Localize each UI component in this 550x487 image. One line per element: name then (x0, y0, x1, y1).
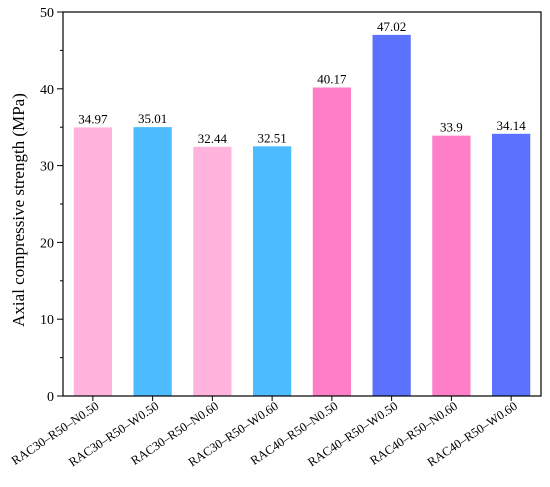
data-label-7: 33.9 (440, 120, 463, 135)
data-label-8: 34.14 (497, 118, 527, 133)
bars-layer (73, 34, 531, 397)
bar-8 (492, 133, 531, 396)
data-label-5: 40.17 (317, 71, 347, 86)
bar-4 (253, 146, 292, 396)
y-tick-label-20: 20 (40, 236, 54, 251)
data-label-1: 34.97 (78, 111, 108, 126)
bar-2 (133, 127, 172, 396)
data-label-4: 32.51 (258, 130, 287, 145)
data-labels-layer: 34.97 35.01 32.44 32.51 40.17 47.02 33.9 34.14 (78, 19, 526, 146)
bar-3 (193, 146, 232, 396)
y-axis-title: Axial compressive strength (MPa) (9, 93, 28, 327)
y-tick-label-30: 30 (40, 160, 54, 175)
bar-1 (73, 127, 112, 397)
y-tick-label-50: 50 (40, 6, 54, 21)
bar-5 (312, 87, 351, 397)
bar-7 (432, 135, 471, 396)
y-tick-label-10: 10 (40, 313, 54, 328)
bar-6 (372, 34, 411, 396)
data-label-6: 47.02 (377, 19, 406, 34)
y-tick-label-40: 40 (40, 83, 54, 98)
data-label-2: 35.01 (138, 111, 167, 126)
y-tick-label-0: 0 (47, 390, 54, 405)
data-label-3: 32.44 (198, 131, 228, 146)
